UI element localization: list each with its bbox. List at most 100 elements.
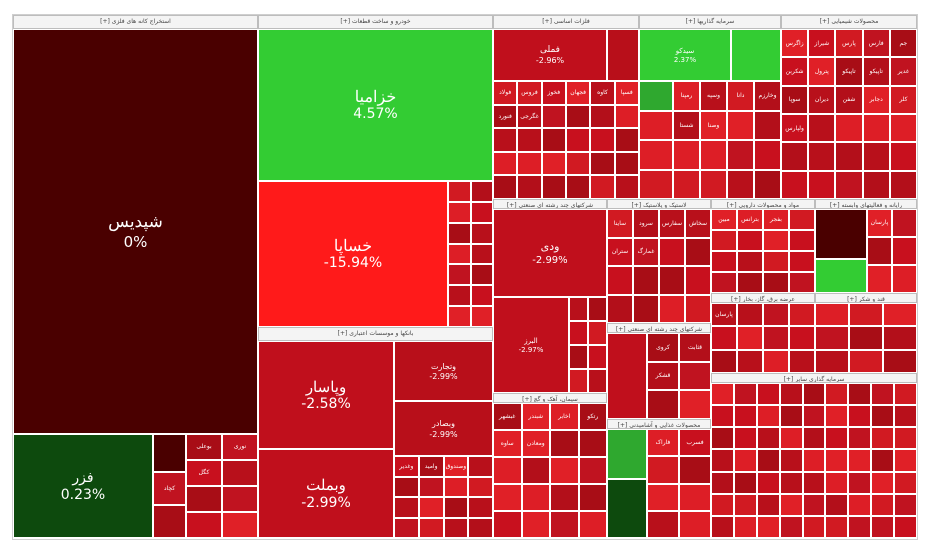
stock-tile[interactable] xyxy=(848,405,872,428)
stock-tile[interactable] xyxy=(835,114,863,143)
sector-header[interactable]: [+] استخراج کانه های فلزی xyxy=(13,15,258,29)
stock-tile[interactable] xyxy=(815,303,849,327)
stock-tile[interactable] xyxy=(588,297,607,321)
stock-tile[interactable] xyxy=(673,169,700,199)
stock-tile[interactable] xyxy=(802,493,826,516)
stock-tile[interactable] xyxy=(802,515,826,538)
stock-tile[interactable] xyxy=(607,429,647,479)
stock-tile[interactable] xyxy=(659,266,685,295)
stock-tile[interactable]: فولاد xyxy=(493,81,518,105)
stock-tile[interactable] xyxy=(756,427,780,450)
stock-tile[interactable] xyxy=(825,383,849,406)
stock-tile[interactable]: زاگرس xyxy=(781,29,809,58)
stock-tile[interactable] xyxy=(727,140,754,170)
stock-tile[interactable] xyxy=(588,345,607,369)
stock-tile[interactable]: بترانس xyxy=(737,209,763,230)
stock-tile[interactable] xyxy=(578,511,607,538)
stock-tile[interactable] xyxy=(825,471,849,494)
stock-tile[interactable]: قثابت xyxy=(679,333,711,362)
stock-tile[interactable] xyxy=(883,303,917,327)
stock-tile[interactable] xyxy=(186,486,222,512)
stock-tile[interactable] xyxy=(754,169,781,199)
sector-header[interactable]: [+] رایانه و فعالیتهای وابسته xyxy=(815,199,917,209)
stock-tile[interactable] xyxy=(443,497,469,518)
stock-tile[interactable] xyxy=(569,321,588,345)
stock-tile[interactable] xyxy=(779,383,803,406)
stock-tile[interactable]: ودی -2.99% xyxy=(493,209,607,297)
stock-tile[interactable]: غدیر xyxy=(889,57,917,86)
stock-tile[interactable] xyxy=(737,303,763,327)
stock-tile[interactable] xyxy=(867,237,892,265)
stock-tile[interactable] xyxy=(779,405,803,428)
stock-tile[interactable]: پترول xyxy=(808,57,836,86)
stock-tile[interactable]: وصندوق xyxy=(443,456,469,477)
stock-tile[interactable] xyxy=(588,369,607,393)
stock-tile[interactable] xyxy=(590,175,615,199)
stock-tile[interactable] xyxy=(835,170,863,199)
stock-tile[interactable]: شکربن xyxy=(781,57,809,86)
stock-tile[interactable] xyxy=(727,169,754,199)
stock-tile[interactable] xyxy=(763,326,789,350)
sector-header[interactable]: [+] قند و شکر xyxy=(815,293,917,303)
stock-tile[interactable] xyxy=(789,272,815,293)
stock-tile[interactable]: ستران xyxy=(607,237,633,266)
stock-tile[interactable] xyxy=(541,151,566,176)
stock-tile[interactable] xyxy=(711,326,737,350)
sector-header[interactable]: [+] سرمایه گذاریها xyxy=(639,15,781,29)
stock-tile[interactable]: کلر xyxy=(889,85,917,114)
stock-tile[interactable] xyxy=(892,265,917,293)
stock-tile[interactable] xyxy=(889,170,917,199)
stock-tile[interactable] xyxy=(849,303,883,327)
stock-tile[interactable] xyxy=(754,140,781,170)
stock-tile[interactable] xyxy=(607,333,647,419)
stock-tile[interactable] xyxy=(737,251,763,272)
stock-tile[interactable] xyxy=(733,493,757,516)
stock-tile[interactable]: بوعلی xyxy=(186,434,222,460)
stock-tile[interactable]: کاوه xyxy=(590,81,615,105)
stock-tile[interactable] xyxy=(825,515,849,538)
stock-tile[interactable]: شستا xyxy=(673,110,700,140)
stock-tile[interactable]: فاراک xyxy=(647,429,679,457)
stock-tile[interactable]: وبصادر -2.99% xyxy=(394,401,493,456)
stock-tile[interactable] xyxy=(679,361,711,391)
stock-tile[interactable] xyxy=(871,449,895,472)
stock-tile[interactable] xyxy=(448,243,471,265)
stock-tile[interactable] xyxy=(756,449,780,472)
stock-tile[interactable]: ومعادن xyxy=(521,430,550,457)
stock-tile[interactable] xyxy=(448,264,471,286)
stock-tile[interactable] xyxy=(468,476,493,497)
stock-tile[interactable] xyxy=(848,427,872,450)
stock-tile[interactable] xyxy=(614,104,639,129)
stock-tile[interactable] xyxy=(763,272,789,293)
stock-tile[interactable] xyxy=(493,457,522,484)
stock-tile[interactable] xyxy=(763,303,789,327)
stock-tile[interactable]: پارسان xyxy=(711,303,737,327)
stock-tile[interactable] xyxy=(808,170,836,199)
stock-tile[interactable]: البرز -2.97% xyxy=(493,297,569,393)
stock-tile[interactable] xyxy=(894,449,917,472)
stock-tile[interactable] xyxy=(763,251,789,272)
stock-tile[interactable] xyxy=(569,369,588,393)
stock-tile[interactable] xyxy=(756,493,780,516)
stock-tile[interactable] xyxy=(733,405,757,428)
stock-tile[interactable] xyxy=(733,449,757,472)
stock-tile[interactable] xyxy=(493,511,522,538)
stock-tile[interactable] xyxy=(825,427,849,450)
stock-tile[interactable] xyxy=(711,449,734,472)
stock-tile[interactable] xyxy=(470,201,493,223)
stock-tile[interactable] xyxy=(521,484,550,511)
stock-tile[interactable] xyxy=(633,294,659,323)
stock-tile[interactable] xyxy=(468,456,493,477)
stock-tile[interactable] xyxy=(493,175,518,199)
stock-tile[interactable] xyxy=(894,471,917,494)
stock-tile[interactable] xyxy=(639,111,673,141)
stock-tile[interactable] xyxy=(607,266,633,295)
stock-tile[interactable]: وسپه xyxy=(700,81,727,111)
stock-tile[interactable] xyxy=(835,142,863,171)
stock-tile[interactable]: غبشهر xyxy=(493,403,522,430)
stock-tile[interactable] xyxy=(521,511,550,538)
stock-tile[interactable] xyxy=(679,483,711,511)
stock-tile[interactable]: ساینا xyxy=(607,209,633,238)
stock-tile[interactable]: دیران xyxy=(808,85,836,114)
stock-tile[interactable] xyxy=(789,230,815,251)
